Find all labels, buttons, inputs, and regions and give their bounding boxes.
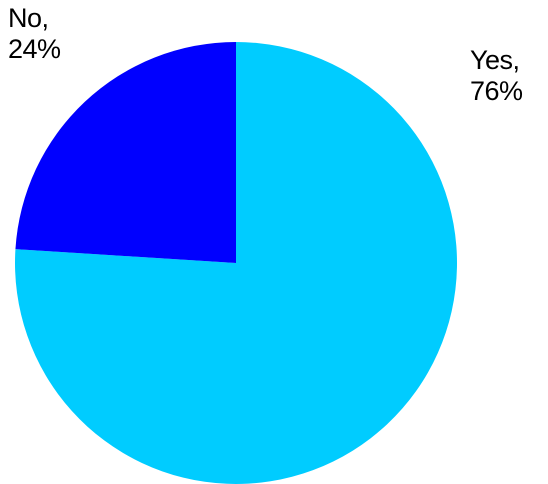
slice-label-no: No, 24% — [8, 3, 61, 65]
pie-slice-no — [15, 42, 236, 263]
slice-label-yes: Yes, 76% — [470, 45, 523, 107]
slice-label-no-name: No, — [8, 3, 49, 33]
slice-label-yes-name: Yes, — [470, 45, 520, 75]
pie-slice-yes — [15, 42, 457, 484]
slice-label-yes-percent: 76% — [470, 76, 523, 106]
slice-label-no-percent: 24% — [8, 34, 61, 64]
